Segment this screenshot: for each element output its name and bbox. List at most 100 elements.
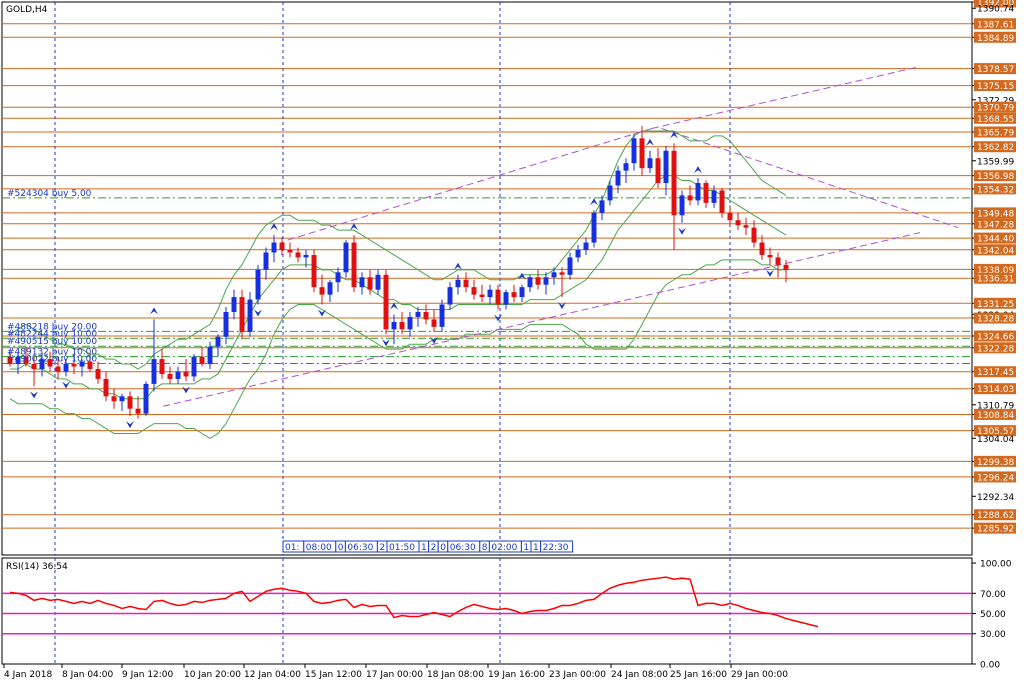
rsi-indicator: 100.00 70.00 50.00 30.00 0.00 [2, 560, 1012, 671]
time-label: 4 Jan 2018 [4, 670, 52, 680]
candle-bear [783, 264, 789, 270]
price-tag-bg [974, 312, 1016, 324]
candle-bull [15, 356, 21, 365]
price-label: 1359.99 [977, 157, 1014, 167]
time-tag-label: 2 [431, 543, 437, 553]
time-tag-label: 01: [285, 543, 299, 553]
channel-line [651, 65, 921, 129]
time-label: 29 Jan 00:00 [731, 670, 788, 680]
time-tag-label: 01:50 [389, 543, 415, 553]
candle-bull [711, 190, 717, 203]
candle-bear [135, 408, 141, 414]
fractal-up-arrow [590, 198, 598, 206]
candle-bull [63, 364, 69, 372]
fractal-down-arrow [62, 381, 70, 389]
candle-bear [687, 195, 693, 201]
price-tag-label: 1314.03 [977, 385, 1014, 395]
time-tag-label: 2 [379, 543, 385, 553]
fractal-down-arrow [318, 309, 326, 317]
candle-bear [423, 311, 429, 320]
price-tag-bg [974, 522, 1016, 534]
price-tag-bg [974, 342, 1016, 354]
candle-bear [743, 225, 749, 228]
time-tag-label: 0 [440, 543, 446, 553]
candle-bull [247, 299, 253, 332]
price-tag-label: 1378.57 [977, 65, 1014, 75]
price-tag-bg [974, 425, 1016, 437]
time-tag-label: 0 [338, 543, 344, 553]
price-tag-label: 1347.28 [977, 220, 1014, 230]
fractal-down-arrow [382, 339, 390, 347]
time-axis: 4 Jan 2018 8 Jan 04:00 9 Jan 12:00 10 Jan 2… [3, 664, 788, 680]
fractal-up-arrow [350, 223, 358, 231]
candle-bear [511, 292, 517, 298]
price-tag-bg [974, 366, 1016, 378]
candle-bull [255, 269, 261, 300]
price-tag-bg [974, 272, 1016, 284]
fractal-down-arrow [678, 227, 686, 235]
candle-bull [607, 185, 613, 201]
price-tag-label: 1368.55 [977, 115, 1014, 125]
rsi-title: RSI(14) 36.54 [6, 562, 68, 572]
candle-bull [503, 292, 509, 305]
time-tags: 01: 08:00 0 06:30 2 01:50 1 2 0 06:30 8 02:00 1 1 22:3… [282, 540, 574, 553]
candle-bull [119, 396, 125, 402]
price-tag-label: 1308.84 [977, 411, 1014, 421]
candle-bear [71, 364, 77, 367]
fractal-arrows [30, 131, 774, 429]
price-tag-bg [974, 170, 1016, 182]
price-tag-bg [974, 112, 1016, 124]
price-tag-label: 1305.57 [977, 427, 1014, 437]
candle-bear [431, 319, 437, 327]
candle-bear [767, 254, 773, 258]
price-tag-bg [974, 232, 1016, 244]
rsi-tick-label: 70.00 [980, 590, 1006, 600]
candle-bull [143, 383, 149, 414]
candle-bull [175, 371, 181, 379]
candle-bear [103, 378, 109, 397]
candle-bear [127, 396, 133, 409]
price-tag-label: 1387.61 [977, 20, 1014, 30]
order-label: #488218 buy 20.00 [7, 322, 97, 332]
candle-bull [407, 316, 413, 330]
price-tag-label: 1331.25 [977, 300, 1014, 310]
price-tag-label: 1349.48 [977, 209, 1014, 219]
price-tag-label: 1354.32 [977, 185, 1014, 195]
channel-lines [163, 65, 959, 407]
price-tag-label: 1296.24 [977, 473, 1014, 483]
time-tag-label: 06:30 [450, 543, 476, 553]
candle-bull [343, 242, 349, 273]
fractal-down-arrow [126, 421, 134, 429]
order-label: #482244 buy 10.00 [7, 329, 97, 339]
price-tag-bg [974, 0, 1016, 8]
candle-bear [167, 373, 173, 379]
candle-bull [447, 287, 453, 305]
time-tag-label: 1 [421, 543, 427, 553]
time-label: 8 Jan 04:00 [62, 670, 114, 680]
price-tag-bg [974, 218, 1016, 230]
candle-bull [543, 277, 549, 285]
price-tag-label: 1356.98 [977, 172, 1014, 182]
time-label: 15 Jan 12:00 [305, 670, 362, 680]
candle-bear [55, 366, 61, 372]
candle-bear [399, 321, 405, 330]
time-tag-label: 1 [523, 543, 529, 553]
time-label: 17 Jan 00:00 [366, 670, 423, 680]
candle-bear [559, 272, 565, 275]
candle-bull [591, 212, 597, 243]
candle-bear [703, 183, 709, 203]
price-tag-label: 1328.28 [977, 315, 1014, 325]
price-tag-label: 1322.28 [977, 344, 1014, 354]
candle-bear [31, 364, 37, 370]
candle-bull [327, 282, 333, 295]
order-label: #489132 buy 10.00 [7, 348, 97, 358]
price-label: 1304.04 [977, 435, 1014, 445]
price-tag-bg [974, 126, 1016, 138]
price-tag-bg [974, 263, 1016, 275]
order-lines [2, 197, 972, 365]
rsi-tick-label: 0.00 [980, 661, 1000, 671]
bollinger-bands [9, 130, 787, 440]
candle-bear [463, 279, 469, 288]
candle-bear [751, 227, 757, 243]
time-tag-label: 08:00 [306, 543, 332, 553]
